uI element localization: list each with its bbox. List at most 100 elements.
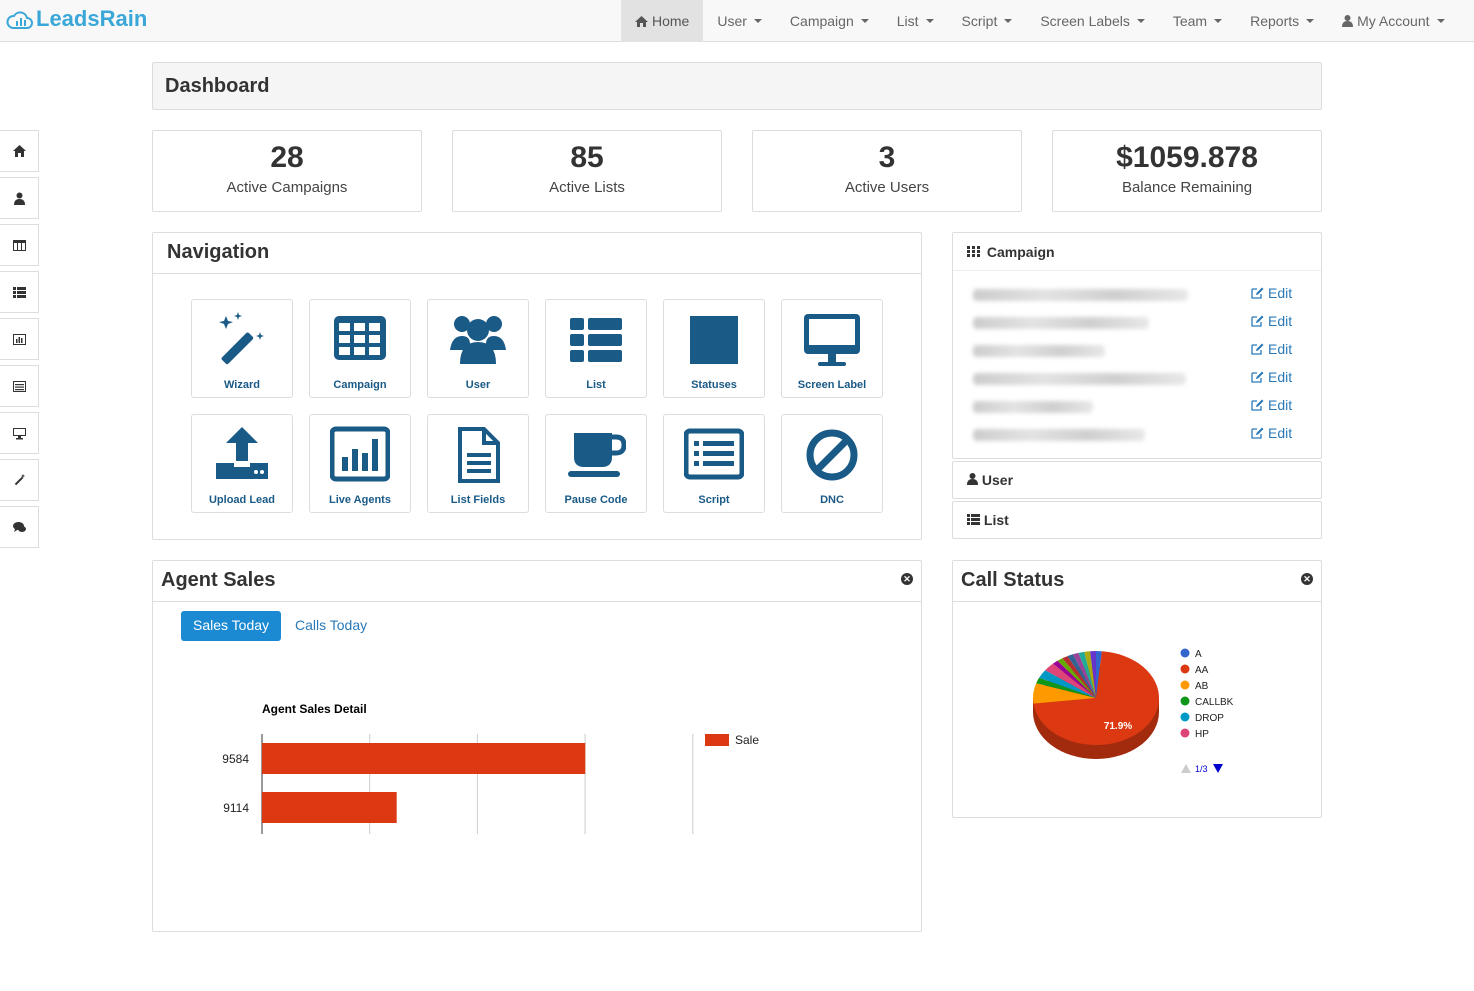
tile-statuses[interactable]: Statuses xyxy=(663,299,765,398)
edit-link[interactable]: Edit xyxy=(1251,313,1292,329)
close-icon[interactable]: ✕ xyxy=(901,573,913,585)
tab-sales-today[interactable]: Sales Today xyxy=(181,611,282,641)
users-icon xyxy=(450,316,506,364)
grid-icon xyxy=(334,316,386,360)
campaign-row: Edit xyxy=(973,283,1303,311)
brand-logo[interactable]: LeadsRain xyxy=(6,6,147,32)
campaign-heading[interactable]: Campaign xyxy=(953,233,1321,271)
nav-item-user[interactable]: User xyxy=(703,0,776,42)
category-label: 9114 xyxy=(223,801,249,815)
edit-link[interactable]: Edit xyxy=(1251,369,1292,385)
edit-link[interactable]: Edit xyxy=(1251,341,1292,357)
redacted-campaign-name xyxy=(973,345,1105,357)
edit-link[interactable]: Edit xyxy=(1251,397,1292,413)
edit-icon xyxy=(1251,343,1264,355)
nav-item-home[interactable]: Home xyxy=(621,0,704,42)
tile-live-agents[interactable]: Live Agents xyxy=(309,414,411,513)
slice-data-label: 71.9% xyxy=(1104,721,1132,732)
campaign-panel-title: Campaign xyxy=(986,244,1055,260)
navigation-title: Navigation xyxy=(153,233,921,274)
sidebar-bar-chart-button[interactable] xyxy=(0,318,39,360)
sidebar-user-button[interactable] xyxy=(0,177,39,219)
th-icon xyxy=(967,244,980,260)
nav-item-screen-labels[interactable]: Screen Labels xyxy=(1026,0,1159,42)
edit-link[interactable]: Edit xyxy=(1251,285,1292,301)
close-icon[interactable]: ✕ xyxy=(1301,573,1313,585)
edit-link[interactable]: Edit xyxy=(1251,425,1292,441)
user-panel-title: User xyxy=(981,472,1014,488)
pie-slice xyxy=(1036,677,1096,698)
sidebar-table-button[interactable] xyxy=(0,224,39,266)
tile-dnc[interactable]: DNC xyxy=(781,414,883,513)
tile-screen-label[interactable]: Screen Label xyxy=(781,299,883,398)
sidebar-monitor-button[interactable] xyxy=(0,412,39,454)
list-accordion-heading[interactable]: List xyxy=(952,501,1322,539)
tile-pause-code[interactable]: Pause Code xyxy=(545,414,647,513)
comments-icon xyxy=(12,521,26,532)
edit-icon xyxy=(1251,371,1264,383)
pie-slice xyxy=(1062,656,1096,698)
nav-item-list[interactable]: List xyxy=(883,0,948,42)
tile-upload-lead[interactable]: Upload Lead xyxy=(191,414,293,513)
user-icon xyxy=(1342,15,1354,27)
file-text-icon xyxy=(458,427,500,483)
sidebar-comments-button[interactable] xyxy=(0,506,39,548)
home-icon xyxy=(635,15,648,27)
pie-slice xyxy=(1053,660,1096,698)
nav-item-reports[interactable]: Reports xyxy=(1236,0,1328,42)
stat-value: $1059.878 xyxy=(1116,141,1258,174)
list-icon xyxy=(570,318,622,362)
tile-label: List xyxy=(586,379,606,391)
legend-label: DROP xyxy=(1195,713,1224,724)
user-accordion-heading[interactable]: User xyxy=(952,461,1322,499)
tab-calls-today[interactable]: Calls Today xyxy=(295,617,368,633)
sidebar-list-alt-button[interactable] xyxy=(0,365,39,407)
pie-slice xyxy=(1033,683,1096,704)
square-icon xyxy=(690,316,738,364)
caret-down-icon xyxy=(1306,19,1315,23)
caret-down-icon xyxy=(1214,19,1223,23)
list-icon xyxy=(12,286,26,298)
caret-down-icon xyxy=(1004,19,1013,23)
list-alt-icon xyxy=(12,380,26,392)
tile-script[interactable]: Script xyxy=(663,414,765,513)
call-status-title: Call Status xyxy=(961,569,1065,591)
legend-label: AB xyxy=(1195,681,1209,692)
stat-label: Active Campaigns xyxy=(226,179,348,196)
tile-wizard[interactable]: Wizard xyxy=(191,299,293,398)
sidebar-list-button[interactable] xyxy=(0,271,39,313)
tile-campaign[interactable]: Campaign xyxy=(309,299,411,398)
nav-item-label: Team xyxy=(1172,13,1208,29)
legend-dot xyxy=(1180,712,1190,722)
nav-item-script[interactable]: Script xyxy=(948,0,1027,42)
pager-down-icon[interactable] xyxy=(1213,764,1223,773)
campaign-row: Edit xyxy=(973,395,1303,423)
stat-value: 85 xyxy=(570,141,604,174)
cloud-chart-icon xyxy=(6,11,33,29)
campaign-accordion: Campaign Edit Edit Edit Edit Edit Edit xyxy=(952,232,1322,459)
redacted-campaign-name xyxy=(973,317,1149,329)
magic-wand-icon xyxy=(14,473,25,485)
magic-wand-icon xyxy=(219,312,264,365)
bar xyxy=(262,743,586,774)
tile-label: Live Agents xyxy=(329,494,391,506)
agent-sales-title: Agent Sales xyxy=(161,569,276,591)
tile-list[interactable]: List xyxy=(545,299,647,398)
legend-label: A xyxy=(1195,649,1202,660)
nav-item-my-account[interactable]: My Account xyxy=(1328,0,1458,42)
nav-item-campaign[interactable]: Campaign xyxy=(776,0,883,42)
upload-icon xyxy=(216,427,268,479)
edit-label: Edit xyxy=(1268,425,1293,441)
pie-slice xyxy=(1078,651,1096,698)
nav-item-team[interactable]: Team xyxy=(1159,0,1236,42)
dashboard-header: Dashboard xyxy=(152,62,1322,110)
sidebar-home-button[interactable] xyxy=(0,130,39,172)
tile-list-fields[interactable]: List Fields xyxy=(427,414,529,513)
sidebar-magic-wand-button[interactable] xyxy=(0,459,39,501)
monitor-icon xyxy=(804,314,860,366)
legend-label: HP xyxy=(1195,729,1209,740)
edit-label: Edit xyxy=(1268,397,1293,413)
caret-down-icon xyxy=(753,19,762,23)
tile-user[interactable]: User xyxy=(427,299,529,398)
legend-dot xyxy=(1180,648,1190,658)
